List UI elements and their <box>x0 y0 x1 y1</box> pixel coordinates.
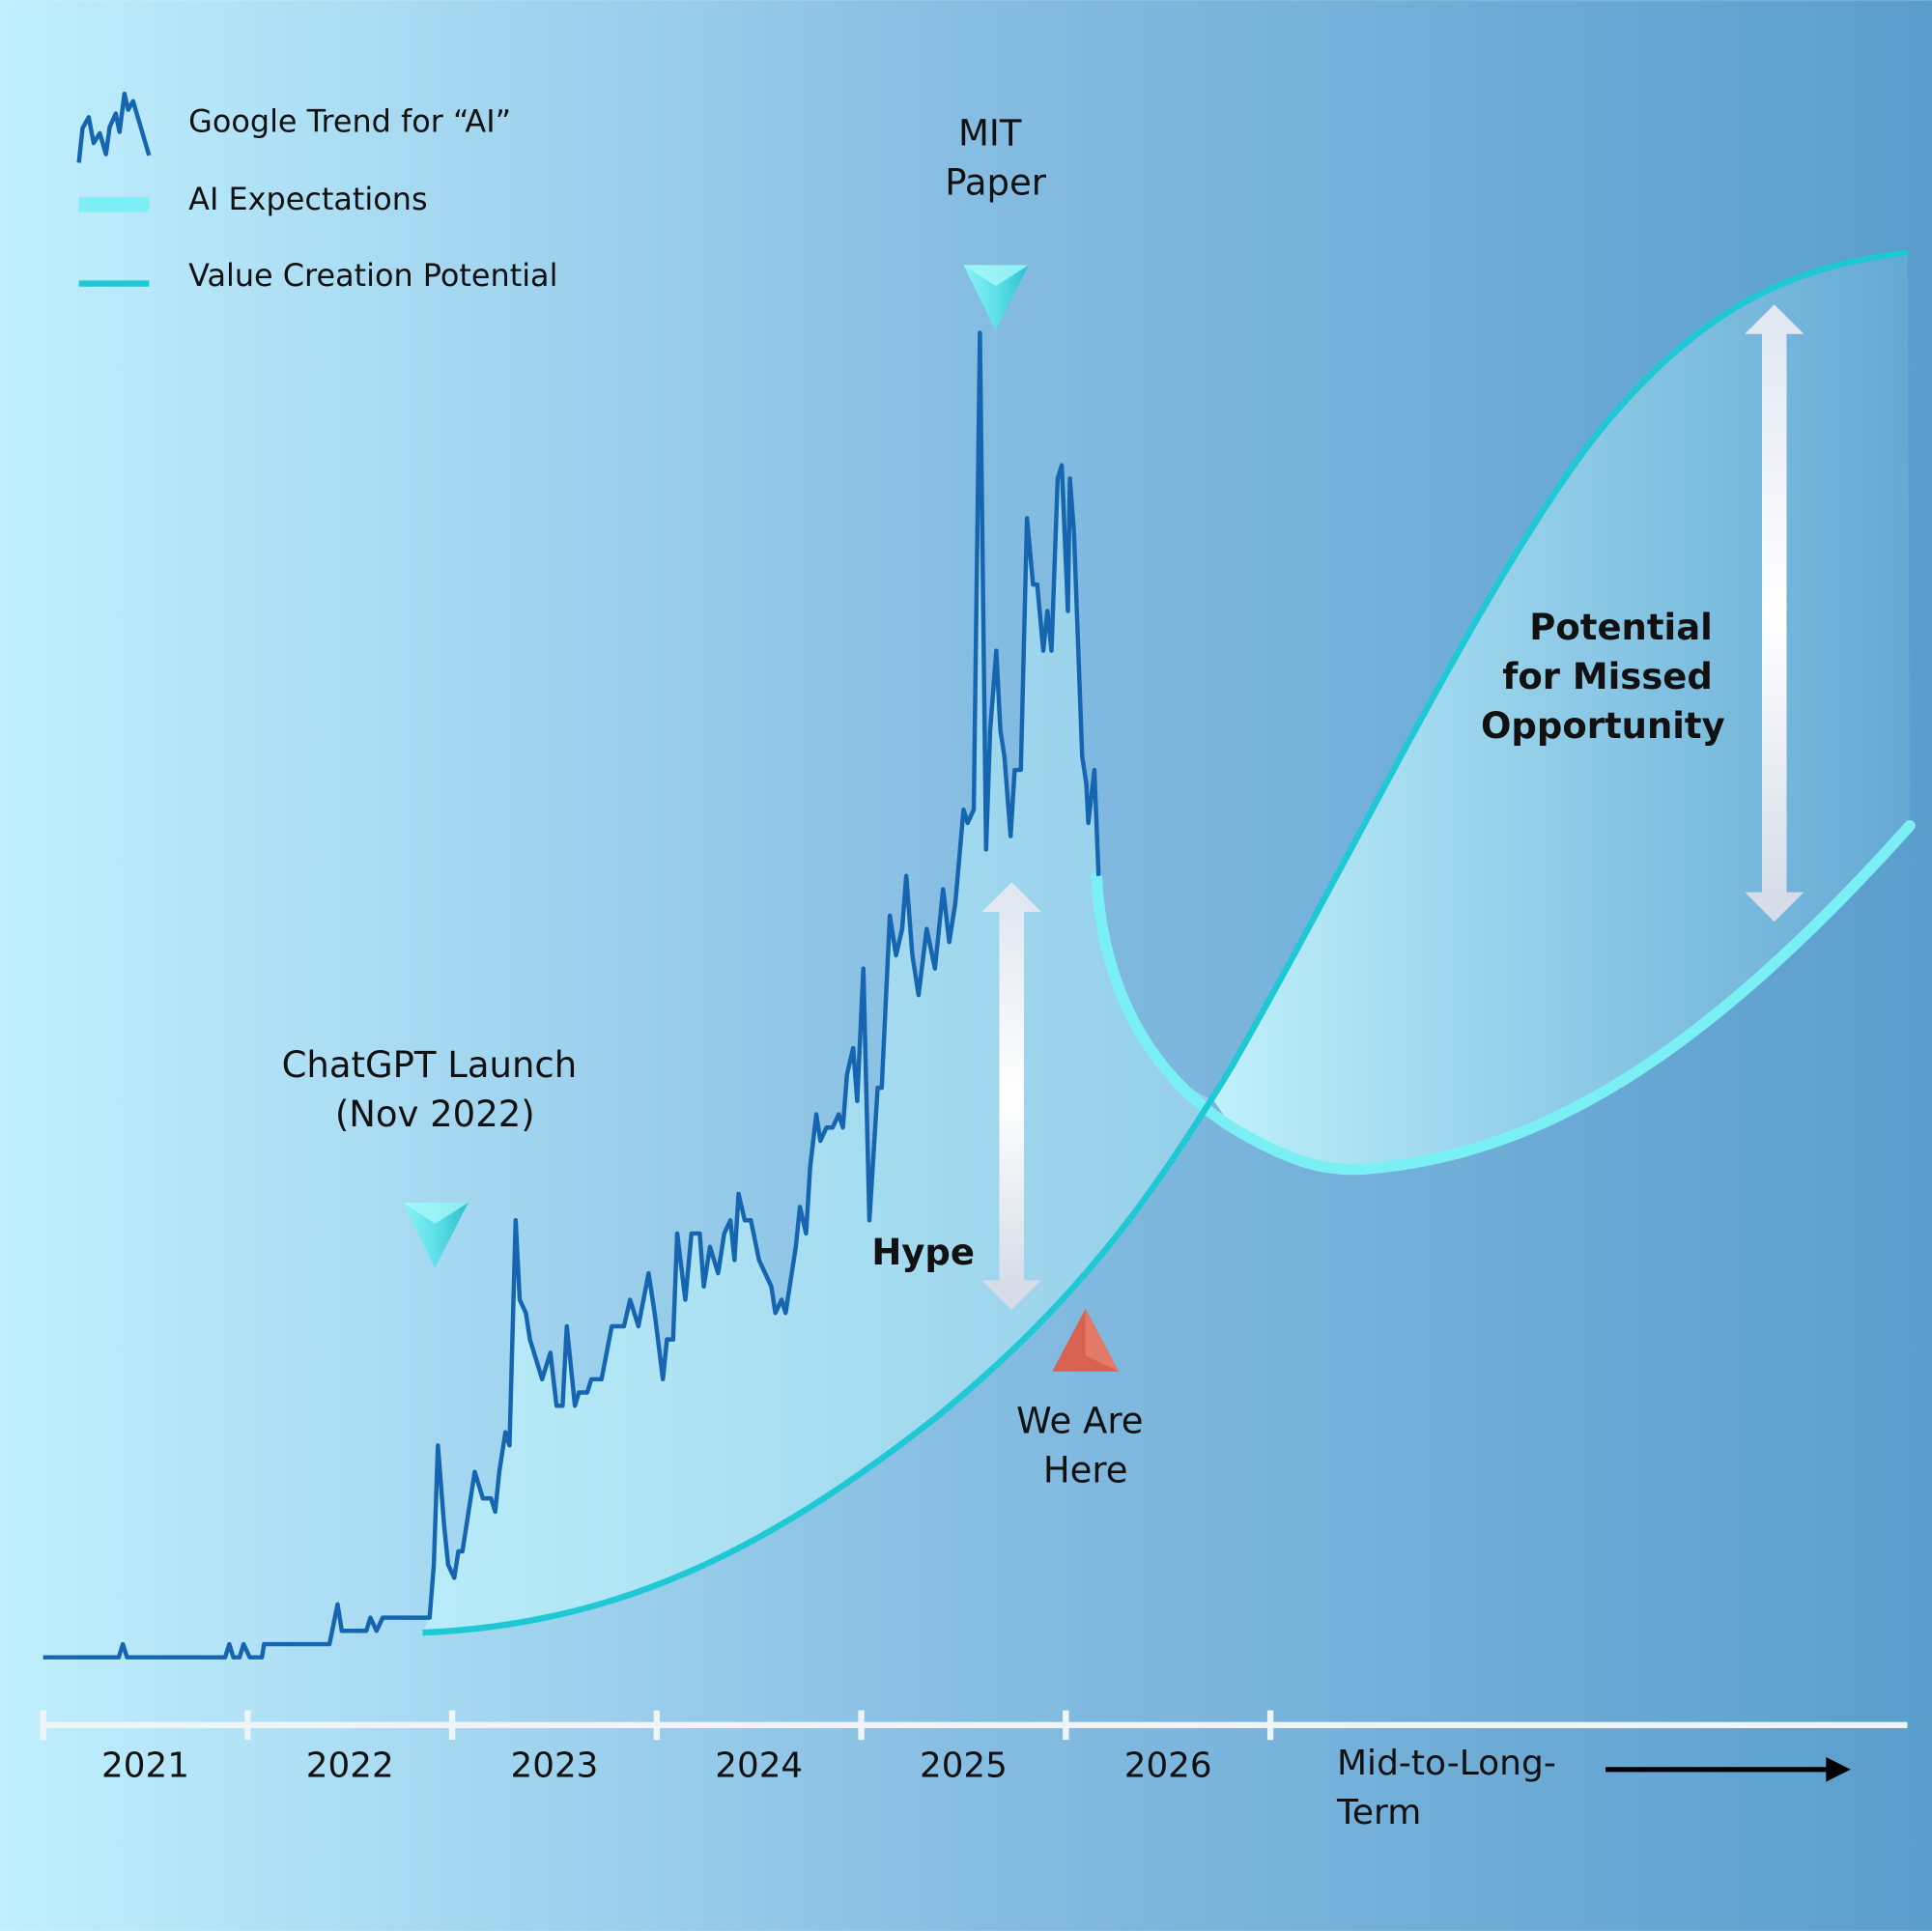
we-are-here-marker-icon <box>1052 1308 1120 1372</box>
mit-paper-label: MIT Paper <box>945 113 1046 204</box>
x-tick-mid-to-long-term: Mid-to-Long-Term <box>1337 1744 1556 1832</box>
x-tick-label-2023: 2023 <box>511 1746 599 1785</box>
x-tick-label-2025: 2025 <box>920 1746 1008 1785</box>
google-trend-line <box>43 330 1101 1660</box>
chatgpt-launch-marker-icon <box>403 1203 469 1268</box>
legend-label-value: Value Creation Potential <box>188 257 557 294</box>
x-tick-label-2021: 2021 <box>101 1746 189 1785</box>
mit-paper-marker-icon <box>963 265 1030 330</box>
x-axis: 2021 2022 2023 2024 2025 2026 <box>40 1710 1908 1785</box>
legend-trend-icon <box>76 91 152 163</box>
hype-arrow <box>981 882 1041 1311</box>
future-arrow-head-icon <box>1826 1757 1851 1782</box>
x-tick-label-2022: 2022 <box>306 1746 394 1785</box>
ai-expectations-line <box>1091 819 1916 1176</box>
x-tick-label-2024: 2024 <box>715 1746 803 1785</box>
hype-area-fill <box>422 332 1214 1633</box>
legend-label-trend: Google Trend for “AI” <box>188 103 511 140</box>
x-tick-label-2026: 2026 <box>1124 1746 1212 1785</box>
legend: Google Trend for “AI” AI Expectations Va… <box>76 91 557 294</box>
value-creation-line <box>422 249 1908 1636</box>
missed-opportunity-area-fill <box>1213 252 1911 1170</box>
missed-opportunity-arrow <box>1745 304 1804 923</box>
legend-label-expectations: AI Expectations <box>188 181 427 217</box>
we-are-here-label: We Are Here <box>1016 1401 1154 1491</box>
hype-label: Hype <box>871 1232 975 1273</box>
chatgpt-launch-label: ChatGPT Launch (Nov 2022) <box>282 1044 588 1135</box>
missed-opportunity-label: Potential for Missed Opportunity <box>1481 607 1725 747</box>
